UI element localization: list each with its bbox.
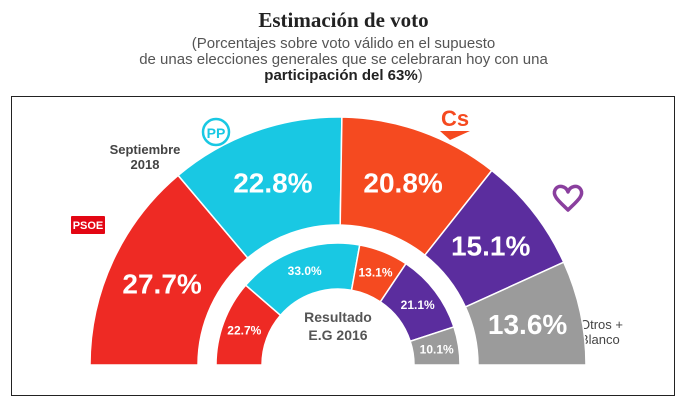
outer-ring-label: Septiembre 2018 [100, 142, 190, 172]
cs-logo-text: Cs [441, 106, 469, 131]
party-logos: PSOE PP Cs [71, 106, 584, 234]
outer-ring-label-line2: 2018 [130, 157, 160, 172]
psoe-logo-text: PSOE [73, 220, 104, 232]
chart-subtitle: (Porcentajes sobre voto válido en el sup… [60, 36, 627, 84]
subtitle-end: ) [417, 67, 423, 84]
outer-value-label: 13.6% [488, 309, 567, 340]
outer-value-label: 22.8% [233, 167, 312, 198]
others-label-line1: Otros + [580, 317, 623, 332]
outer-value-label: 20.8% [363, 167, 442, 198]
inner-value-label: 33.0% [288, 264, 322, 278]
outer-segment-otros-blanco [464, 261, 587, 366]
chart-frame [11, 96, 675, 396]
inner-ring-label-line2: E.G 2016 [308, 327, 367, 343]
cs-logo-icon [440, 131, 470, 140]
pp-logo-text: PP [207, 125, 226, 141]
inner-value-label: 13.1% [358, 266, 392, 280]
chart-title: Estimación de voto [258, 8, 429, 32]
inner-value-label: 21.1% [401, 298, 435, 312]
subtitle-line-2: de unas elecciones generales que se cele… [139, 51, 548, 68]
pp-logo-icon [201, 117, 231, 147]
outer-value-label: 15.1% [451, 231, 530, 262]
inner-value-label: 10.1% [420, 343, 454, 357]
inner-ring-label-line1: Resultado [304, 309, 372, 325]
inner-ring: 22.7% 33.0% 13.1% 21.1% 10.1% [215, 242, 461, 366]
subtitle-line-1: (Porcentajes sobre voto válido en el sup… [191, 35, 496, 52]
outer-ring-label-line1: Septiembre [109, 142, 181, 157]
inner-value-label: 22.7% [227, 323, 261, 337]
others-label-line2: Blanco [580, 332, 620, 347]
outer-ring: 27.7% 22.8% 20.8% 15.1% 13.6% [89, 116, 587, 366]
others-label: Otros + Blanco [580, 317, 650, 347]
inner-segment-otros-blanco [409, 325, 461, 366]
psoe-logo-icon [71, 216, 105, 234]
subtitle-bold: participación del 63% [264, 67, 418, 84]
outer-value-label: 27.7% [122, 268, 201, 299]
heart-logo-icon [552, 184, 584, 212]
